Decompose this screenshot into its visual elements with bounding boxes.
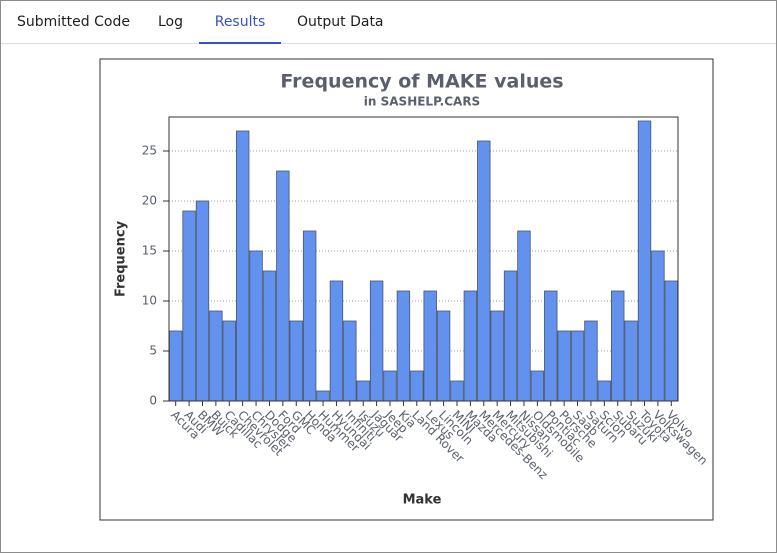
tab[interactable]: Log	[158, 14, 184, 30]
bar	[651, 250, 665, 402]
bar	[369, 280, 384, 402]
bar	[316, 390, 330, 402]
bar	[329, 280, 344, 402]
tab[interactable]: Output Data	[297, 14, 384, 30]
bar	[356, 380, 370, 402]
y-tick-label: 5	[149, 344, 157, 358]
bar	[235, 130, 250, 402]
bar	[503, 270, 518, 402]
bar	[396, 290, 411, 402]
x-axis-label: Make	[403, 493, 442, 508]
bar	[597, 380, 612, 402]
tab[interactable]: Submitted Code	[17, 14, 130, 30]
bar	[222, 320, 236, 402]
bar	[289, 320, 303, 402]
bar	[570, 330, 585, 402]
bar	[530, 370, 545, 402]
bar	[450, 380, 464, 402]
chart-title: Frequency of MAKE values	[280, 71, 563, 93]
tab[interactable]: Results	[199, 1, 281, 44]
bar	[490, 310, 504, 402]
bar	[182, 210, 196, 402]
chart-subtitle: in SASHELP.CARS	[364, 95, 480, 109]
bar	[584, 320, 598, 402]
bar	[544, 290, 558, 402]
bar	[436, 310, 451, 402]
bar	[169, 330, 183, 402]
bar	[262, 270, 277, 402]
bar	[302, 230, 317, 402]
bar	[276, 170, 290, 402]
y-tick-label: 10	[142, 294, 157, 308]
bar	[463, 290, 478, 402]
bar	[637, 120, 652, 402]
bar	[557, 330, 571, 402]
plot-frame	[168, 116, 679, 402]
bar	[383, 370, 397, 402]
tab-bar: Submitted Code Log Results Output Data	[1, 1, 776, 44]
bar	[664, 280, 678, 402]
y-tick-label: 20	[142, 194, 157, 208]
bar	[611, 290, 625, 402]
y-tick-label: 25	[142, 144, 157, 158]
bar	[195, 200, 210, 402]
bar	[423, 290, 437, 402]
bar	[477, 140, 491, 402]
y-tick-label: 15	[142, 244, 157, 258]
bar	[410, 370, 424, 402]
bar	[624, 320, 638, 402]
bar	[517, 230, 531, 402]
y-axis-label: Frequency	[114, 220, 129, 297]
bar	[209, 310, 223, 402]
bar	[249, 250, 263, 402]
bar	[343, 320, 357, 402]
y-tick-label: 0	[149, 394, 157, 408]
